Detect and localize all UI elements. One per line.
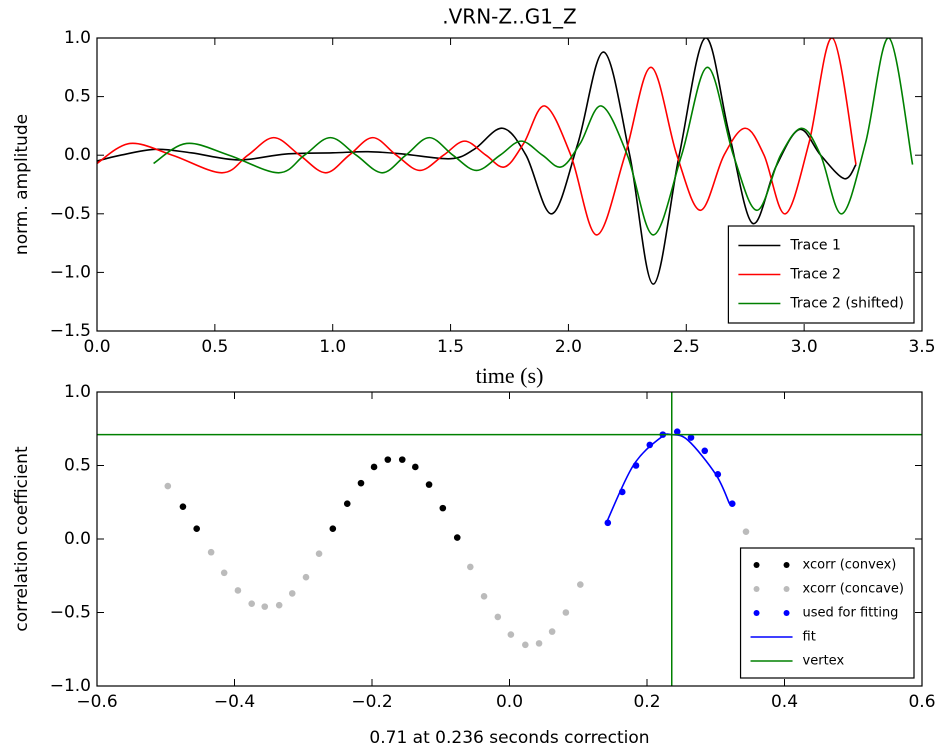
- point: [577, 581, 584, 588]
- y-axis-label: correlation coefficient: [12, 446, 32, 632]
- y-tick-label: −1.0: [50, 676, 91, 696]
- legend-label: Trace 2 (shifted): [789, 296, 904, 312]
- point: [164, 482, 172, 490]
- point: [467, 563, 474, 571]
- x-tick-label: 0.6: [908, 692, 935, 712]
- point: [480, 593, 488, 600]
- point: [494, 613, 502, 621]
- y-tick-label: 0.0: [64, 145, 91, 165]
- y-tick-label: −0.5: [50, 603, 91, 623]
- line-series: [605, 433, 731, 525]
- legend-label: used for fitting: [803, 606, 899, 621]
- x-tick-label: 0.0: [83, 337, 110, 357]
- y-tick-label: 0.0: [64, 529, 91, 549]
- x-tick-label: −0.4: [214, 692, 255, 712]
- point: [548, 628, 556, 635]
- x-tick-label: 3.5: [908, 337, 935, 357]
- legend-label: vertex: [803, 654, 845, 669]
- point: [220, 569, 228, 577]
- legend-label: Trace 2: [789, 267, 841, 283]
- y-tick-label: −1.0: [50, 262, 91, 282]
- point: [234, 587, 242, 594]
- point: [535, 640, 543, 647]
- point: [673, 428, 681, 435]
- point: [261, 603, 269, 610]
- x-tick-label: −0.6: [76, 692, 117, 712]
- y-tick-label: 1.0: [64, 382, 91, 402]
- point: [398, 456, 406, 463]
- point: [728, 500, 736, 508]
- point: [507, 631, 515, 638]
- x-axis-label: 0.71 at 0.236 seconds correction: [369, 728, 649, 748]
- legend-marker: [753, 610, 760, 616]
- point: [742, 528, 750, 535]
- y-tick-label: −0.5: [50, 204, 91, 224]
- y-tick-label: 1.0: [64, 28, 91, 48]
- chart-title: .VRN-Z..G1_Z: [442, 5, 576, 29]
- point: [302, 573, 310, 581]
- point: [412, 463, 419, 471]
- point: [329, 525, 337, 533]
- legend-marker: [783, 610, 790, 616]
- x-tick-label: 0.4: [771, 692, 798, 712]
- point: [687, 434, 695, 441]
- point: [562, 609, 570, 616]
- x-tick-label: 1.5: [437, 337, 464, 357]
- point: [315, 550, 323, 557]
- point: [646, 441, 654, 449]
- legend: Trace 1 Trace 2 Trace 2 (shifted): [727, 225, 915, 324]
- legend-marker: [753, 586, 760, 592]
- x-tick-label: 3.0: [791, 337, 818, 357]
- plot-area: [97, 392, 922, 686]
- legend-marker: [783, 586, 790, 592]
- x-tick-label: 2.5: [673, 337, 700, 357]
- x-tick-label: 0.2: [633, 692, 660, 712]
- point: [522, 641, 529, 649]
- x-tick-label: 1.0: [319, 337, 346, 357]
- line-series: [153, 38, 914, 236]
- legend-marker: [753, 562, 760, 568]
- point: [701, 447, 709, 455]
- x-tick-label: 0.5: [201, 337, 228, 357]
- point: [288, 590, 296, 597]
- x-axis-label: time (s): [476, 363, 544, 388]
- legend-label: fit: [803, 630, 816, 645]
- plot-area: [97, 38, 914, 285]
- point: [384, 456, 392, 463]
- point: [207, 548, 215, 556]
- point: [357, 479, 365, 487]
- y-tick-label: 0.5: [64, 456, 91, 476]
- y-tick-label: 0.5: [64, 87, 91, 107]
- point: [370, 463, 378, 471]
- y-axis-label: norm. amplitude: [12, 114, 32, 255]
- legend-label: xcorr (concave): [803, 582, 904, 597]
- point: [439, 504, 447, 512]
- point: [179, 503, 187, 510]
- legend-box: [739, 547, 915, 679]
- point: [248, 600, 255, 607]
- point: [343, 500, 351, 508]
- axes-frame: [96, 37, 923, 332]
- x-tick-label: 0.0: [496, 692, 523, 712]
- line-series: [97, 38, 857, 236]
- point: [453, 534, 461, 541]
- legend-marker: [783, 562, 790, 568]
- point: [425, 481, 433, 488]
- line-series: [97, 38, 857, 285]
- legend-label: xcorr (convex): [803, 558, 897, 573]
- legend-label: Trace 1: [789, 238, 841, 254]
- point: [275, 601, 283, 609]
- y-tick-label: −1.5: [50, 321, 91, 341]
- point: [193, 525, 200, 533]
- legend: xcorr (convex) xcorr (concave) used for fi…: [739, 547, 915, 679]
- x-tick-label: −0.2: [351, 692, 392, 712]
- x-tick-label: 2.0: [555, 337, 582, 357]
